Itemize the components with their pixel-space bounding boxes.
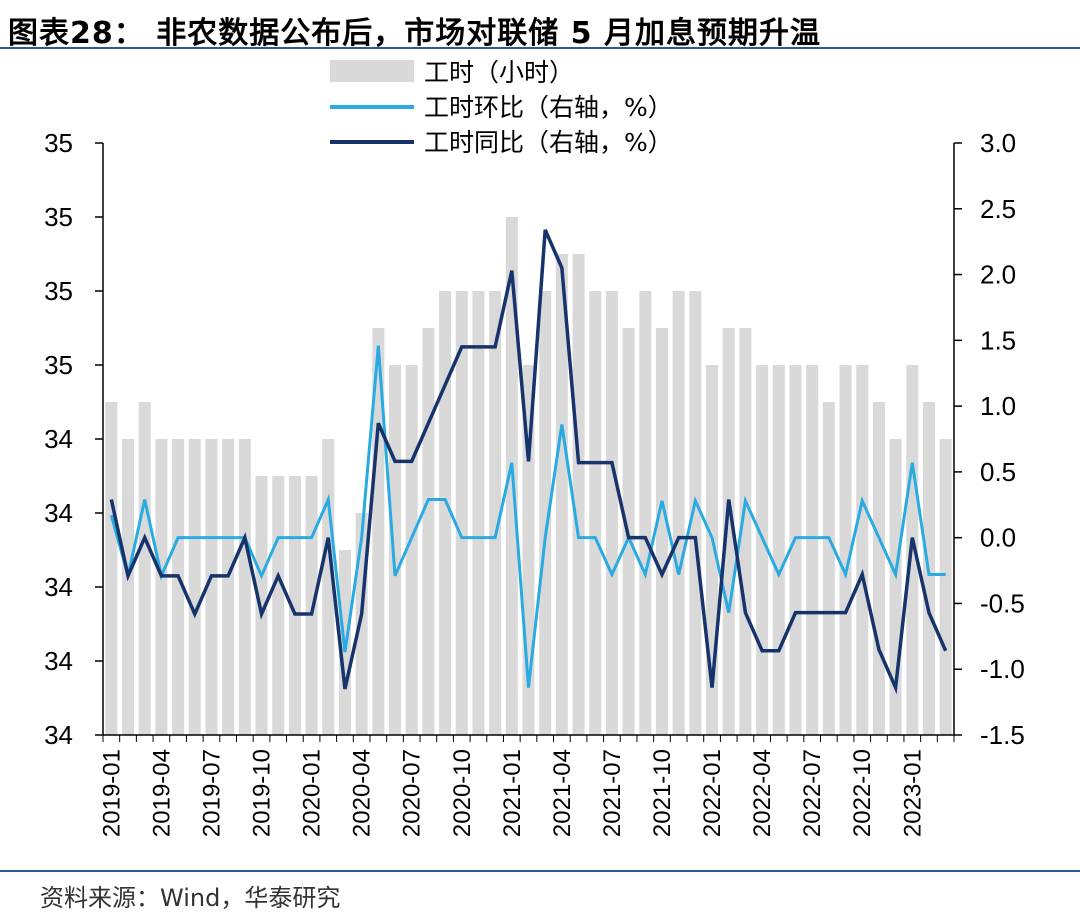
right-tick-label: 0.0 xyxy=(980,523,1016,553)
bar-2019-09 xyxy=(238,439,251,735)
bar-2022-02 xyxy=(722,328,735,735)
axes: 34 34 34 34 34 35 35 35 35 -1.5 -1.0 -0.5 0.0 0.5 1.0 1… xyxy=(44,128,1025,837)
legend-label: 工时同比（右轴，%） xyxy=(424,128,673,157)
bar-2022-03 xyxy=(739,328,752,735)
line-series xyxy=(109,229,948,695)
x-tick-label: 2020-04 xyxy=(349,749,376,837)
footer-rule xyxy=(0,870,1080,872)
bar-2020-06 xyxy=(389,365,402,735)
x-tick-label: 2019-07 xyxy=(198,749,225,837)
x-tick-label: 2019-10 xyxy=(249,749,276,837)
left-tick-label: 34 xyxy=(44,498,73,528)
bar-2019-08 xyxy=(222,439,235,735)
left-tick-label: 34 xyxy=(44,424,73,454)
left-tick-label: 35 xyxy=(44,350,73,380)
bar-2022-05 xyxy=(772,365,785,735)
bar-2021-09 xyxy=(639,291,652,735)
bar-2019-05 xyxy=(172,439,185,735)
right-tick-label: -1.5 xyxy=(980,720,1025,750)
bar-2020-12 xyxy=(489,291,502,735)
chart: 34 34 34 34 34 35 35 35 35 -1.5 -1.0 -0.5 0.0 0.5 1.0 1… xyxy=(44,58,1025,837)
bar-2021-06 xyxy=(589,291,602,735)
bar-2020-11 xyxy=(472,291,485,735)
series-line-2 xyxy=(109,229,948,695)
x-tick-label: 2021-01 xyxy=(499,749,526,837)
bar-2019-10 xyxy=(255,476,268,735)
bar-2020-10 xyxy=(455,291,468,735)
bar-2021-03 xyxy=(539,291,552,735)
x-tick-label: 2022-07 xyxy=(799,749,826,837)
bar-2021-10 xyxy=(655,328,668,735)
x-tick-label: 2022-04 xyxy=(749,749,776,837)
x-tick-label: 2021-04 xyxy=(549,749,576,837)
bar-2022-08 xyxy=(822,402,835,735)
right-tick-label: 2.5 xyxy=(980,194,1016,224)
bar-2022-07 xyxy=(806,365,819,735)
left-tick-label: 34 xyxy=(44,646,73,676)
left-tick-label: 35 xyxy=(44,276,73,306)
right-tick-label: -0.5 xyxy=(980,588,1025,618)
bar-2020-09 xyxy=(439,291,452,735)
x-tick-label: 2021-07 xyxy=(599,749,626,837)
bar-2019-01 xyxy=(105,402,118,735)
bar-2020-01 xyxy=(305,476,318,735)
right-tick-label: 1.0 xyxy=(980,391,1016,421)
x-tick-label: 2022-01 xyxy=(699,749,726,837)
right-tick-label: 1.5 xyxy=(980,325,1016,355)
chart-title: 图表28： 非农数据公布后，市场对联储 5 月加息预期升温 xyxy=(8,16,821,51)
series-line-1 xyxy=(109,345,946,688)
right-tick-label: 2.0 xyxy=(980,260,1016,290)
x-tick-label: 2023-01 xyxy=(899,749,926,837)
x-tick-label: 2019-04 xyxy=(148,749,175,837)
bar-2019-03 xyxy=(138,402,151,735)
right-tick-label: 0.5 xyxy=(980,457,1016,487)
bar-2019-06 xyxy=(188,439,201,735)
bar-2021-12 xyxy=(689,291,702,735)
left-tick-label: 35 xyxy=(44,202,73,232)
bar-2022-06 xyxy=(789,365,802,735)
x-tick-label: 2020-01 xyxy=(299,749,326,837)
bar-2019-04 xyxy=(155,439,168,735)
bar-2019-11 xyxy=(272,476,285,735)
bar-2023-03 xyxy=(939,439,952,735)
bar-2019-07 xyxy=(205,439,218,735)
legend-swatch-bar xyxy=(330,60,414,82)
left-tick-label: 34 xyxy=(44,572,73,602)
title-rule xyxy=(0,47,1080,49)
bar-2021-04 xyxy=(555,254,568,735)
bar-2022-11 xyxy=(872,402,885,735)
x-tick-label: 2020-10 xyxy=(449,749,476,837)
x-tick-label: 2020-07 xyxy=(399,749,426,837)
left-tick-label: 34 xyxy=(44,720,73,750)
bar-2021-05 xyxy=(572,254,585,735)
left-tick-label: 35 xyxy=(44,128,73,158)
bar-2021-07 xyxy=(605,291,618,735)
right-tick-label: -1.0 xyxy=(980,654,1025,684)
legend-label: 工时（小时） xyxy=(424,58,574,87)
bar-2021-11 xyxy=(672,291,685,735)
x-tick-label: 2022-10 xyxy=(849,749,876,837)
source-note: 资料来源：Wind，华泰研究 xyxy=(40,884,341,912)
bar-2019-02 xyxy=(122,439,135,735)
bar-2022-09 xyxy=(839,365,852,735)
x-tick-label: 2019-01 xyxy=(98,749,125,837)
bar-2022-10 xyxy=(856,365,869,735)
bar-2020-08 xyxy=(422,328,435,735)
legend: 工时（小时） 工时环比（右轴，%） 工时同比（右轴，%） xyxy=(330,58,673,157)
right-tick-label: 3.0 xyxy=(980,128,1016,158)
x-tick-label: 2021-10 xyxy=(649,749,676,837)
bar-2020-02 xyxy=(322,439,335,735)
bar-series xyxy=(105,217,952,735)
legend-label: 工时环比（右轴，%） xyxy=(424,93,673,122)
bar-2019-12 xyxy=(288,476,301,735)
